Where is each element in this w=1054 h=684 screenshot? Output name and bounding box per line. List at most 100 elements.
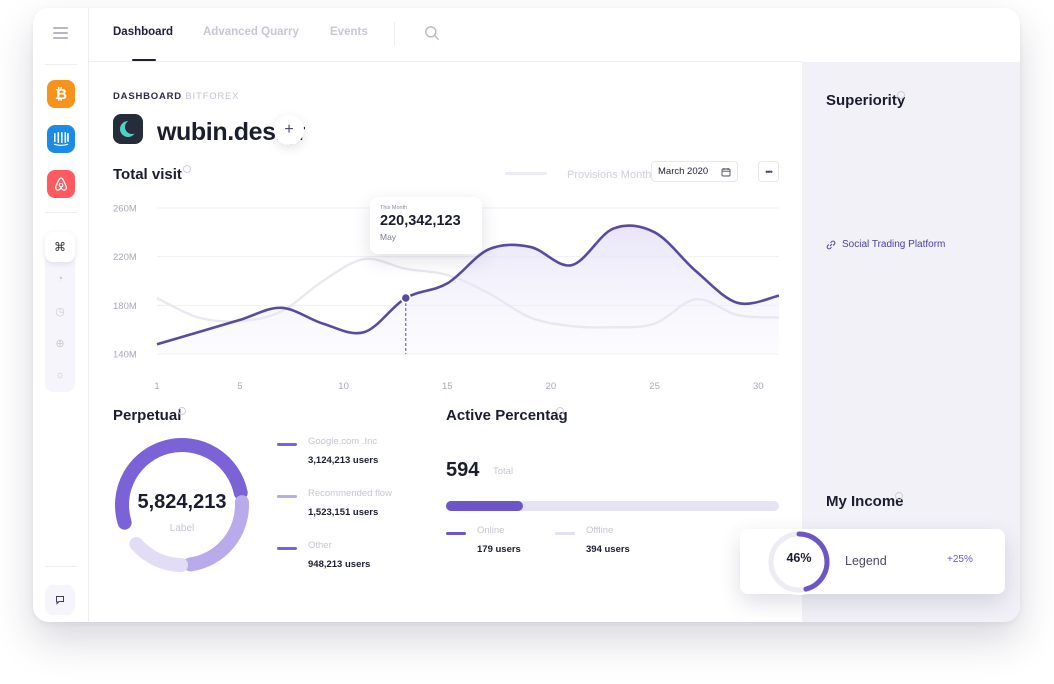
rail-divider <box>45 566 77 567</box>
legend-swatch <box>446 532 466 535</box>
right-panel: Superiority Social Trading Platform My I… <box>802 62 1020 622</box>
legend-name: Recommended flow <box>308 488 392 499</box>
active-progress-track <box>446 501 779 511</box>
legend-swatch <box>555 532 575 535</box>
legend-swatch <box>277 495 297 498</box>
left-rail: ₿ ⌘ ◔ ◷ ⊕ ☼ <box>33 8 89 622</box>
income-percent: 46% <box>786 551 812 565</box>
donut-segment[interactable] <box>129 536 189 572</box>
donut-label: Label <box>169 523 195 534</box>
legend-item: Google.com .Inc 3,124,213 users <box>277 436 378 466</box>
x-tick-label: 1 <box>154 381 159 392</box>
tooltip-value: 220,342,123 <box>380 213 461 229</box>
date-picker[interactable]: March 2020 <box>651 161 738 182</box>
sun-icon[interactable]: ☼ <box>54 369 66 381</box>
donut-segment[interactable] <box>115 438 248 530</box>
legend-name: Other <box>308 540 332 551</box>
more-options-button[interactable]: ••• <box>758 161 779 182</box>
tooltip-caption: This Month <box>380 205 408 211</box>
pie-icon[interactable]: ◔ <box>56 273 64 285</box>
airbnb-icon[interactable] <box>47 170 75 198</box>
breadcrumb-sub[interactable]: BITFOREX <box>185 91 240 102</box>
offline-legend: Offline 394 users <box>555 525 630 555</box>
command-icon[interactable]: ⌘ <box>45 232 75 262</box>
bitcoin-icon[interactable]: ₿ <box>47 80 75 108</box>
online-legend: Online 179 users <box>446 525 521 555</box>
x-tick-label: 25 <box>649 381 660 392</box>
active-total-label: Total <box>493 466 514 477</box>
info-icon[interactable] <box>895 492 903 500</box>
intercom-icon[interactable] <box>47 125 75 153</box>
app-window: ₿ ⌘ ◔ ◷ ⊕ ☼ Dashboard Advanced Quarry Ev… <box>33 8 1020 622</box>
breadcrumb: DASHBOARD BITFOREX <box>113 91 239 102</box>
calendar-icon <box>721 167 731 180</box>
tab-advanced-quarry[interactable]: Advanced Quarry <box>203 26 299 38</box>
breadcrumb-main[interactable]: DASHBOARD <box>113 91 182 102</box>
x-tick-label: 30 <box>753 381 764 392</box>
rail-divider <box>45 64 77 65</box>
perpetual-title: Perpetual <box>113 407 182 424</box>
y-tick-label: 260M <box>113 204 137 215</box>
tab-events[interactable]: Events <box>330 26 368 38</box>
legend-item: Other 948,213 users <box>277 540 370 570</box>
tooltip-month: May <box>380 232 397 242</box>
nav-separator <box>394 22 395 46</box>
chat-icon[interactable] <box>45 585 75 615</box>
date-picker-value: March 2020 <box>658 166 709 177</box>
info-icon[interactable] <box>178 407 186 415</box>
active-count: 594 <box>446 459 480 481</box>
income-legend-label: Legend <box>845 554 887 568</box>
info-icon[interactable] <box>183 165 191 173</box>
highlight-point[interactable] <box>400 292 412 304</box>
donut-total: 5,824,213 <box>137 491 227 513</box>
my-income-title: My Income <box>826 493 904 510</box>
donut-segment[interactable] <box>183 495 249 572</box>
legend-value: 1,523,151 users <box>308 507 379 518</box>
info-icon[interactable] <box>897 91 905 99</box>
search-icon[interactable] <box>424 25 440 46</box>
income-delta: +25% <box>947 554 973 565</box>
globe-icon[interactable]: ⊕ <box>55 337 65 350</box>
legend-swatch <box>277 443 297 446</box>
rail-divider <box>45 212 77 213</box>
brand-logo <box>113 114 143 144</box>
tab-dashboard[interactable]: Dashboard <box>113 26 174 38</box>
legend-value: 3,124,213 users <box>308 455 379 466</box>
income-legend-card: 46% Legend +25% <box>740 529 1005 595</box>
ring-backdrop <box>766 529 832 595</box>
top-nav: Dashboard Advanced Quarry Events <box>89 8 802 62</box>
y-tick-label: 220M <box>113 252 137 263</box>
x-tick-label: 15 <box>442 381 453 392</box>
donut-chart <box>115 438 249 572</box>
info-icon[interactable] <box>556 407 564 415</box>
add-button[interactable]: + <box>274 115 304 145</box>
x-tick-label: 5 <box>237 381 242 392</box>
legend-swatch <box>505 172 547 175</box>
clock-icon[interactable]: ◷ <box>55 305 65 318</box>
legend-item: Recommended flow 1,523,151 users <box>277 488 392 518</box>
online-label: Online <box>477 525 505 536</box>
chart-tooltip: This Month 220,342,123 May <box>370 197 482 254</box>
total-visit-title: Total visit <box>113 166 182 183</box>
y-tick-label: 140M <box>113 350 137 361</box>
series-line-primary <box>156 224 780 346</box>
hamburger-menu-icon[interactable] <box>53 27 68 39</box>
active-progress-fill <box>446 501 523 511</box>
y-tick-label: 180M <box>113 301 137 312</box>
offline-value: 394 users <box>586 544 630 555</box>
rail-tool-group: ⌘ ◔ ◷ ⊕ ☼ <box>45 232 75 392</box>
legend-label: Provisions Month <box>567 169 652 181</box>
perpetual-donut: 5,824,213 Label <box>112 435 252 575</box>
offline-label: Offline <box>586 525 614 536</box>
area-fill <box>157 225 779 354</box>
superiority-title: Superiority <box>826 92 906 109</box>
social-trading-link[interactable]: Social Trading Platform <box>826 239 945 250</box>
legend-name: Google.com .Inc <box>308 436 378 447</box>
ring-progress <box>796 531 830 592</box>
x-tick-label: 10 <box>338 381 349 392</box>
active-tab-indicator <box>132 59 156 61</box>
x-tick-label: 20 <box>546 381 557 392</box>
online-value: 179 users <box>477 544 521 555</box>
legend-value: 948,213 users <box>308 559 371 570</box>
